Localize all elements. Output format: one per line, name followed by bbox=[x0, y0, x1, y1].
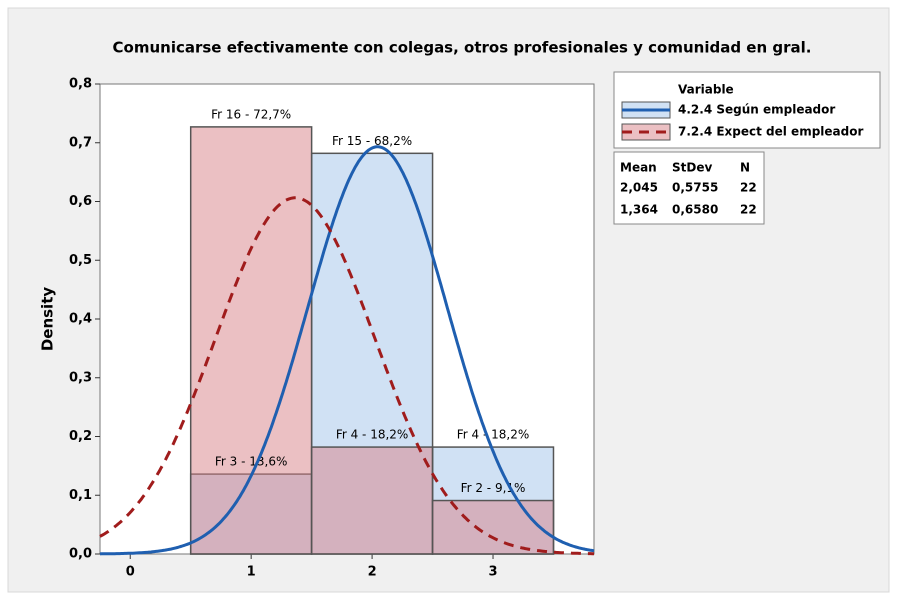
stats-header: StDev bbox=[672, 161, 712, 175]
stats-n: 22 bbox=[740, 181, 757, 195]
value-label: Fr 4 - 18,2% bbox=[336, 428, 409, 442]
fit-curve bbox=[99, 196, 594, 556]
x-tick-label: 2 bbox=[368, 565, 377, 580]
y-tick-label: 0,7 bbox=[69, 135, 92, 150]
stats-n: 22 bbox=[740, 203, 757, 217]
y-tick-label: 0,4 bbox=[69, 312, 92, 327]
y-tick-label: 0,1 bbox=[69, 488, 92, 503]
stats-header: Mean bbox=[620, 161, 657, 175]
y-tick-label: 0,5 bbox=[69, 253, 92, 268]
bar bbox=[310, 446, 434, 555]
y-tick-label: 0,3 bbox=[69, 370, 92, 385]
fit-curve bbox=[99, 145, 595, 556]
bar bbox=[189, 126, 313, 555]
value-label: Fr 2 - 9,1% bbox=[461, 481, 526, 495]
y-tick-label: 0,0 bbox=[69, 547, 92, 562]
y-tick-label: 0,2 bbox=[69, 429, 92, 444]
x-tick-label: 0 bbox=[126, 565, 135, 580]
y-tick-label: 0,6 bbox=[69, 194, 92, 209]
x-tick-label: 1 bbox=[247, 565, 256, 580]
chart-title: Comunicarse efectivamente con colegas, o… bbox=[113, 39, 812, 57]
y-tick-label: 0,8 bbox=[69, 77, 92, 92]
stats-table bbox=[613, 151, 765, 225]
y-axis-label: Density bbox=[39, 287, 57, 352]
stats-stdev: 0,6580 bbox=[672, 203, 718, 217]
x-tick-label: 3 bbox=[488, 565, 497, 580]
stats-mean: 1,364 bbox=[620, 203, 658, 217]
bar bbox=[431, 499, 555, 555]
stats-mean: 2,045 bbox=[620, 181, 658, 195]
stats-header: N bbox=[740, 161, 750, 175]
value-label: Fr 4 - 18,2% bbox=[457, 428, 530, 442]
value-label: Fr 16 - 72,7% bbox=[211, 107, 291, 121]
legend-label: 4.2.4 Según empleador bbox=[678, 103, 835, 117]
value-label: Fr 15 - 68,2% bbox=[332, 134, 412, 148]
stats-stdev: 0,5755 bbox=[672, 181, 718, 195]
value-label: Fr 3 - 13,6% bbox=[215, 455, 288, 469]
legend-label: 7.2.4 Expect del empleador bbox=[678, 125, 863, 139]
legend-title: Variable bbox=[678, 83, 734, 97]
